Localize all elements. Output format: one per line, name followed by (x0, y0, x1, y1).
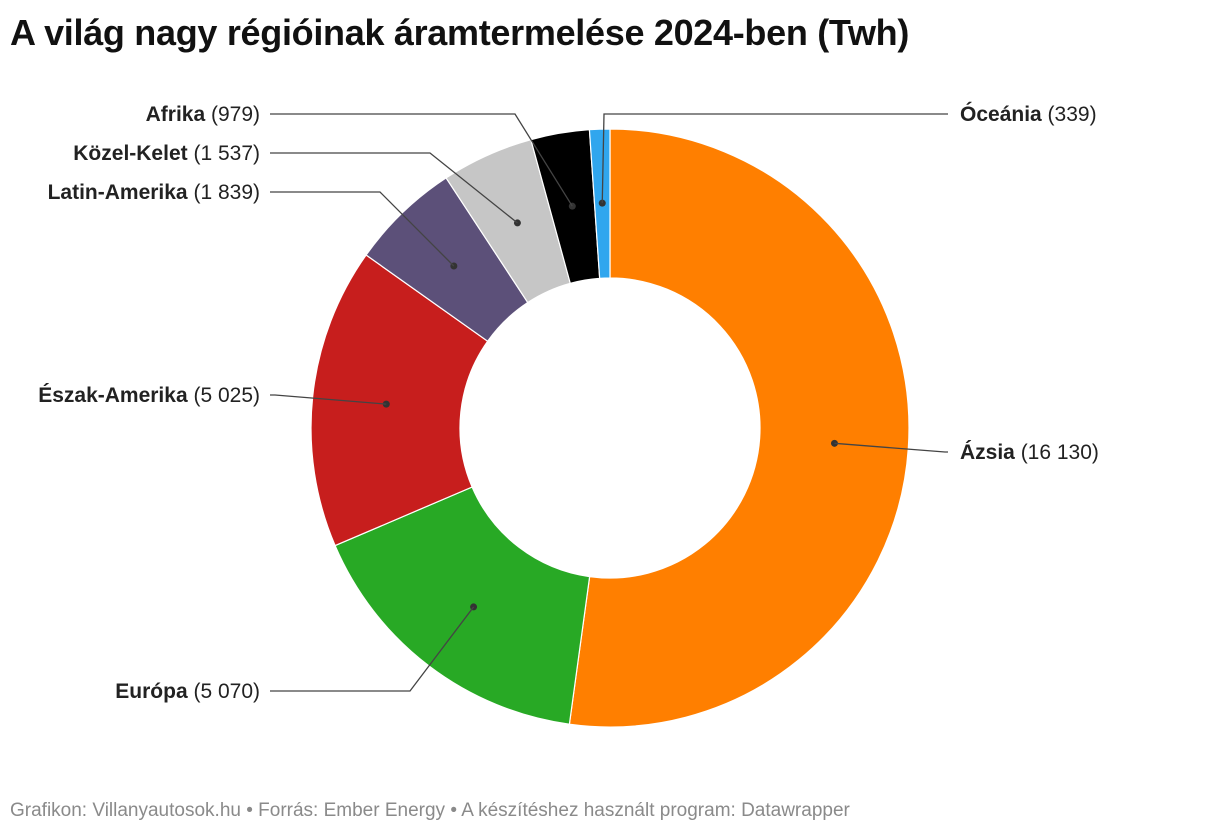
donut-slices (310, 128, 910, 728)
slice-label-value: (1 839) (188, 181, 260, 204)
slice-label-value: (979) (205, 103, 260, 126)
slice-label-value: (5 070) (188, 680, 260, 703)
slice-label-name: Közel-Kelet (73, 142, 187, 165)
slice-label-name: Észak-Amerika (38, 384, 188, 407)
slice-label-azsia: Ázsia (16 130) (960, 441, 1099, 464)
slice-eszak-amerika[interactable] (310, 254, 489, 547)
leader-line-kozel-kelet (270, 152, 518, 224)
slice-label-afrika: Afrika (979) (146, 103, 260, 126)
slice-label-value: (339) (1042, 103, 1097, 126)
slice-label-eszak-amerika: Észak-Amerika (5 025) (38, 384, 260, 407)
donut-chart: Ázsia (16 130) Európa (5 070) Észak-Amerik… (38, 102, 1099, 728)
slice-label-kozel-kelet: Közel-Kelet (1 537) (73, 142, 260, 165)
slice-label-europa: Európa (5 070) (115, 680, 260, 703)
slice-label-name: Latin-Amerika (48, 181, 188, 204)
slice-labels: Ázsia (16 130) Európa (5 070) Észak-Amerik… (38, 102, 1099, 703)
chart-footer: Grafikon: Villanyautosok.hu • Forrás: Em… (10, 800, 850, 821)
slice-label-name: Ázsia (960, 441, 1015, 464)
slice-label-latin-amerika: Latin-Amerika (1 839) (48, 181, 260, 204)
slice-azsia[interactable] (568, 128, 910, 728)
slice-label-oceania: Óceánia (339) (960, 102, 1097, 126)
slice-label-value: (16 130) (1015, 441, 1099, 464)
leader-lines (270, 113, 948, 692)
leader-line-oceania (601, 113, 948, 204)
slice-label-name: Afrika (146, 103, 206, 126)
slice-europa[interactable] (334, 486, 591, 725)
leader-line-latin-amerika (270, 191, 455, 267)
slice-label-value: (5 025) (188, 384, 260, 407)
leader-line-afrika (270, 113, 573, 207)
leader-line-azsia (834, 442, 948, 453)
leader-line-eszak-amerika (270, 394, 387, 405)
slice-label-value: (1 537) (188, 142, 260, 165)
leader-line-europa (270, 606, 475, 692)
chart-title: A világ nagy régióinak áramtermelése 202… (10, 12, 910, 53)
slice-label-name: Óceánia (960, 102, 1042, 126)
slice-label-name: Európa (115, 680, 188, 703)
